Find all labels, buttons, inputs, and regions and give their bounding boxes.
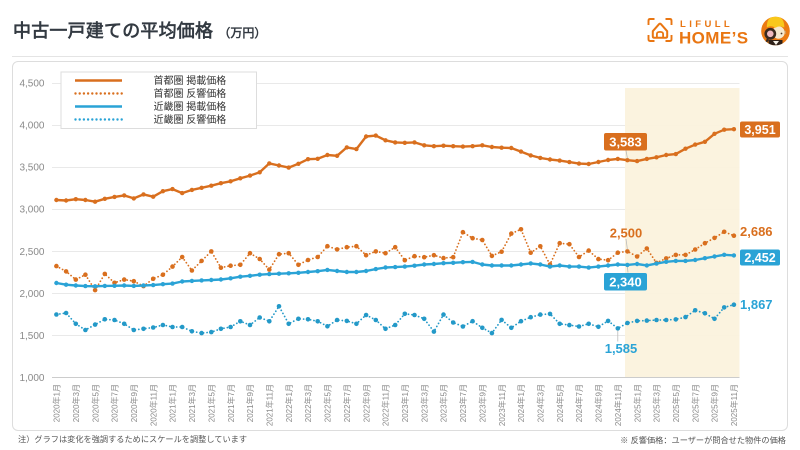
- svg-text:2023年3月: 2023年3月: [419, 384, 429, 422]
- svg-text:近畿圏 掲載価格: 近畿圏 掲載価格: [154, 100, 227, 113]
- svg-text:2020年7月: 2020年7月: [110, 384, 120, 422]
- svg-text:2024年7月: 2024年7月: [574, 384, 584, 422]
- svg-text:2024年11月: 2024年11月: [613, 384, 623, 426]
- svg-text:HOME’S: HOME’S: [679, 29, 748, 48]
- svg-text:2020年11月: 2020年11月: [148, 384, 158, 426]
- svg-text:2025年5月: 2025年5月: [671, 384, 681, 422]
- svg-text:3,500: 3,500: [19, 163, 44, 174]
- svg-text:2,500: 2,500: [610, 226, 643, 241]
- svg-text:2022年1月: 2022年1月: [284, 384, 294, 422]
- svg-text:2022年3月: 2022年3月: [303, 384, 313, 422]
- svg-text:2025年1月: 2025年1月: [632, 384, 642, 422]
- svg-text:2022年9月: 2022年9月: [361, 384, 371, 422]
- svg-text:2021年3月: 2021年3月: [187, 384, 197, 422]
- svg-text:1,000: 1,000: [19, 373, 44, 384]
- svg-text:2023年7月: 2023年7月: [458, 384, 468, 422]
- svg-text:2023年5月: 2023年5月: [439, 384, 449, 422]
- svg-text:2024年1月: 2024年1月: [516, 384, 526, 422]
- svg-text:4,500: 4,500: [19, 78, 44, 89]
- svg-text:2020年5月: 2020年5月: [90, 384, 100, 422]
- svg-text:2,686: 2,686: [740, 224, 773, 239]
- svg-text:2024年3月: 2024年3月: [536, 384, 546, 422]
- svg-text:2,000: 2,000: [19, 289, 44, 300]
- svg-text:1,867: 1,867: [740, 297, 773, 312]
- svg-text:2025年3月: 2025年3月: [652, 384, 662, 422]
- svg-text:2025年11月: 2025年11月: [729, 384, 739, 426]
- svg-text:1,585: 1,585: [605, 341, 638, 356]
- svg-text:近畿圏 反響価格: 近畿圏 反響価格: [154, 113, 227, 126]
- svg-text:2021年11月: 2021年11月: [265, 384, 275, 426]
- svg-text:2,340: 2,340: [609, 274, 642, 289]
- svg-text:2025年7月: 2025年7月: [690, 384, 700, 422]
- svg-text:2022年5月: 2022年5月: [323, 384, 333, 422]
- svg-text:1,500: 1,500: [19, 331, 44, 342]
- svg-text:2021年9月: 2021年9月: [245, 384, 255, 422]
- svg-text:2,500: 2,500: [19, 247, 44, 258]
- svg-text:3,583: 3,583: [609, 134, 642, 149]
- svg-text:4,000: 4,000: [19, 121, 44, 132]
- svg-text:首都圏 掲載価格: 首都圏 掲載価格: [154, 74, 227, 87]
- svg-text:LIFULL: LIFULL: [680, 19, 733, 30]
- svg-text:3,951: 3,951: [744, 123, 775, 137]
- svg-text:2023年9月: 2023年9月: [478, 384, 488, 422]
- svg-text:2024年5月: 2024年5月: [555, 384, 565, 422]
- svg-text:2020年1月: 2020年1月: [52, 384, 62, 422]
- svg-text:2021年7月: 2021年7月: [226, 384, 236, 422]
- svg-text:2021年1月: 2021年1月: [168, 384, 178, 422]
- svg-text:3,000: 3,000: [19, 205, 44, 216]
- svg-text:2020年3月: 2020年3月: [71, 384, 81, 422]
- svg-text:2022年11月: 2022年11月: [381, 384, 391, 426]
- svg-text:2021年5月: 2021年5月: [207, 384, 217, 422]
- svg-text:2023年11月: 2023年11月: [497, 384, 507, 426]
- svg-text:2025年9月: 2025年9月: [710, 384, 720, 422]
- svg-text:2,452: 2,452: [744, 251, 775, 265]
- svg-text:2024年9月: 2024年9月: [594, 384, 604, 422]
- svg-text:2020年9月: 2020年9月: [129, 384, 139, 422]
- svg-text:2023年1月: 2023年1月: [400, 384, 410, 422]
- svg-text:2022年7月: 2022年7月: [342, 384, 352, 422]
- svg-text:首都圏 反響価格: 首都圏 反響価格: [154, 87, 227, 100]
